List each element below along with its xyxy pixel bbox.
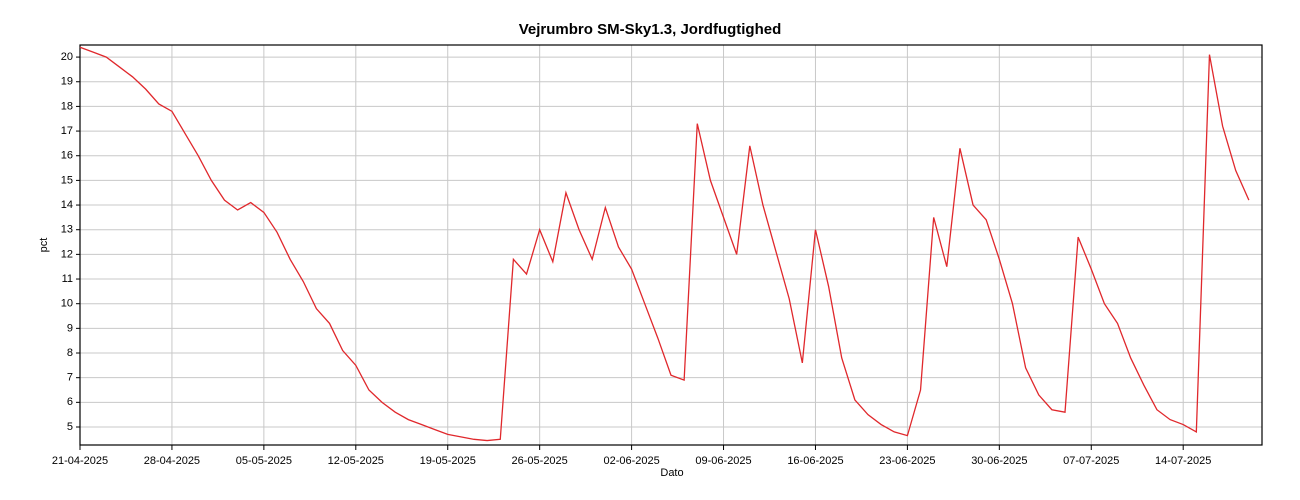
y-tick-label: 13: [61, 224, 73, 236]
y-tick-label: 14: [61, 199, 73, 211]
x-axis-label: Dato: [660, 467, 683, 479]
y-tick-label: 19: [61, 76, 73, 88]
plot-frame: [79, 44, 1263, 446]
x-tick-label: 16-06-2025: [787, 455, 843, 467]
y-tick-label: 9: [67, 322, 73, 334]
x-tick-label: 28-04-2025: [144, 455, 200, 467]
x-tick-label: 07-07-2025: [1063, 455, 1119, 467]
y-tick-label: 7: [67, 372, 73, 384]
y-tick-label: 8: [67, 347, 73, 359]
y-tick-label: 5: [67, 421, 73, 433]
x-tick-label: 30-06-2025: [971, 455, 1027, 467]
y-tick-label: 6: [67, 396, 73, 408]
x-tick-label: 19-05-2025: [420, 455, 476, 467]
x-tick-label: 02-06-2025: [603, 455, 659, 467]
x-tick-label: 23-06-2025: [879, 455, 935, 467]
y-tick-label: 17: [61, 125, 73, 137]
data-line: [79, 46, 1250, 442]
x-tick-label: 05-05-2025: [236, 455, 292, 467]
x-tick-label: 09-06-2025: [695, 455, 751, 467]
y-tick-label: 10: [61, 298, 73, 310]
y-tick-label: 18: [61, 100, 73, 112]
y-tick-label: 20: [61, 51, 73, 63]
chart-title: Vejrumbro SM-Sky1.3, Jordfugtighed: [519, 21, 782, 38]
y-tick-label: 12: [61, 248, 73, 260]
x-tick-label: 21-04-2025: [52, 455, 108, 467]
y-tick-label: 15: [61, 174, 73, 186]
x-tick-label: 26-05-2025: [512, 455, 568, 467]
y-axis-label: pct: [38, 238, 50, 253]
x-tick-label: 14-07-2025: [1155, 455, 1211, 467]
x-tick-label: 12-05-2025: [328, 455, 384, 467]
y-tick-label: 16: [61, 150, 73, 162]
y-tick-label: 11: [62, 273, 73, 285]
